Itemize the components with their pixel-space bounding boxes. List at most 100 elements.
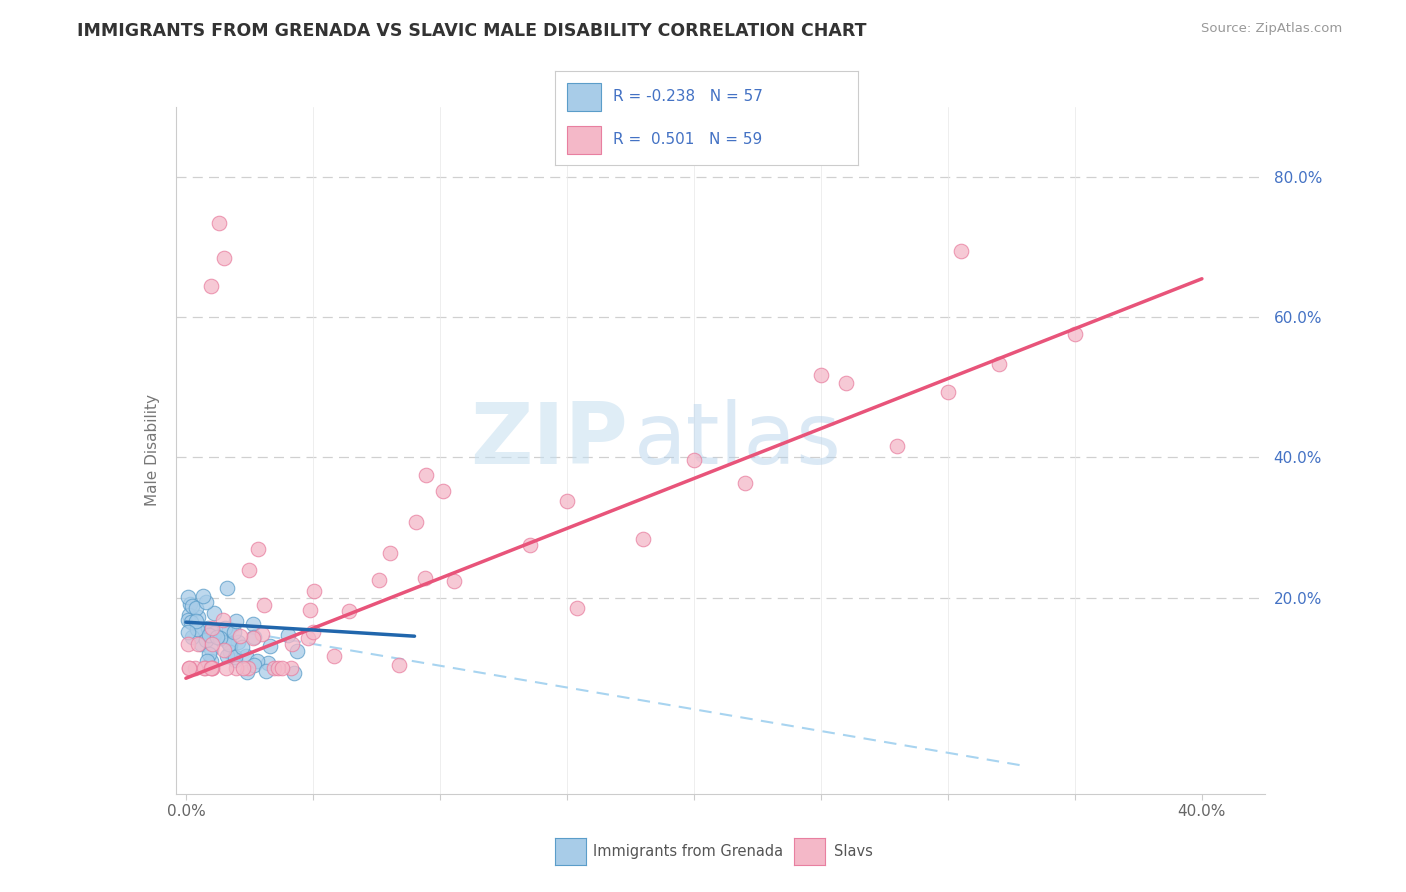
Text: atlas: atlas: [633, 399, 841, 482]
Point: [200, 642, 222, 657]
Point: [212, 643, 235, 657]
Point: [432, 483, 454, 498]
Point: [243, 658, 266, 673]
Point: [263, 661, 285, 675]
FancyBboxPatch shape: [568, 126, 600, 153]
Point: [253, 599, 276, 613]
Text: Immigrants from Grenada: Immigrants from Grenada: [593, 845, 783, 859]
Point: [194, 595, 217, 609]
Point: [177, 590, 200, 604]
Point: [218, 622, 240, 636]
Point: [236, 661, 259, 675]
Point: [193, 661, 215, 675]
Point: [246, 654, 269, 668]
Point: [217, 648, 239, 663]
Text: R =  0.501   N = 59: R = 0.501 N = 59: [613, 132, 762, 147]
Point: [835, 376, 858, 390]
Point: [256, 657, 278, 671]
Point: [443, 574, 465, 588]
Point: [231, 640, 253, 654]
Point: [215, 634, 238, 648]
Point: [304, 583, 326, 598]
Point: [177, 625, 200, 640]
Point: [193, 624, 215, 639]
Point: [565, 601, 588, 615]
Point: [297, 631, 319, 645]
Point: [198, 647, 221, 661]
Point: [201, 661, 224, 675]
Point: [405, 516, 427, 530]
Point: [810, 368, 832, 383]
Text: Slavs: Slavs: [834, 845, 873, 859]
Point: [254, 664, 277, 678]
Point: [631, 532, 654, 546]
Point: [734, 475, 756, 490]
Point: [229, 629, 252, 643]
Point: [181, 599, 204, 614]
Point: [413, 571, 436, 585]
Point: [186, 622, 208, 636]
Point: [224, 653, 246, 667]
Text: Source: ZipAtlas.com: Source: ZipAtlas.com: [1202, 22, 1343, 36]
Point: [198, 627, 221, 641]
Point: [224, 650, 246, 665]
Point: [195, 654, 218, 668]
Point: [277, 628, 299, 642]
Point: [218, 637, 240, 651]
Point: [225, 661, 247, 675]
Point: [179, 661, 201, 675]
Point: [555, 494, 578, 508]
Point: [177, 607, 200, 622]
Point: [177, 637, 200, 651]
Point: [186, 615, 208, 629]
Point: [180, 631, 202, 645]
Point: [242, 630, 264, 644]
Point: [224, 625, 246, 640]
Point: [281, 636, 304, 650]
Point: [232, 661, 254, 675]
Point: [177, 613, 200, 627]
Point: [246, 542, 269, 557]
Point: [285, 644, 308, 658]
Point: [195, 632, 218, 647]
Point: [225, 614, 247, 628]
Point: [179, 597, 201, 611]
Point: [270, 661, 292, 675]
Point: [218, 645, 240, 659]
Point: [184, 600, 207, 615]
Point: [215, 661, 238, 675]
Point: [886, 439, 908, 453]
Text: IMMIGRANTS FROM GRENADA VS SLAVIC MALE DISABILITY CORRELATION CHART: IMMIGRANTS FROM GRENADA VS SLAVIC MALE D…: [77, 22, 868, 40]
Point: [200, 661, 222, 675]
Point: [187, 609, 209, 624]
Y-axis label: Male Disability: Male Disability: [145, 394, 160, 507]
Point: [238, 563, 260, 577]
Point: [207, 630, 229, 644]
Point: [214, 621, 236, 635]
Point: [179, 661, 201, 675]
Text: ZIP: ZIP: [470, 399, 628, 482]
Point: [202, 628, 225, 642]
Point: [201, 661, 224, 675]
Point: [219, 638, 242, 652]
Point: [212, 251, 235, 265]
Point: [190, 637, 212, 651]
Point: [202, 626, 225, 640]
Point: [280, 661, 302, 675]
Point: [184, 661, 207, 675]
Point: [378, 546, 401, 560]
Point: [191, 589, 214, 603]
Point: [367, 573, 389, 587]
Point: [259, 640, 281, 654]
Point: [200, 621, 222, 635]
Point: [201, 637, 224, 651]
Point: [1064, 326, 1087, 341]
Point: [337, 604, 360, 618]
Point: [208, 216, 231, 230]
Point: [936, 385, 959, 400]
Point: [235, 649, 257, 664]
Point: [200, 278, 222, 293]
Point: [987, 358, 1010, 372]
Point: [212, 613, 235, 627]
FancyBboxPatch shape: [568, 83, 600, 111]
